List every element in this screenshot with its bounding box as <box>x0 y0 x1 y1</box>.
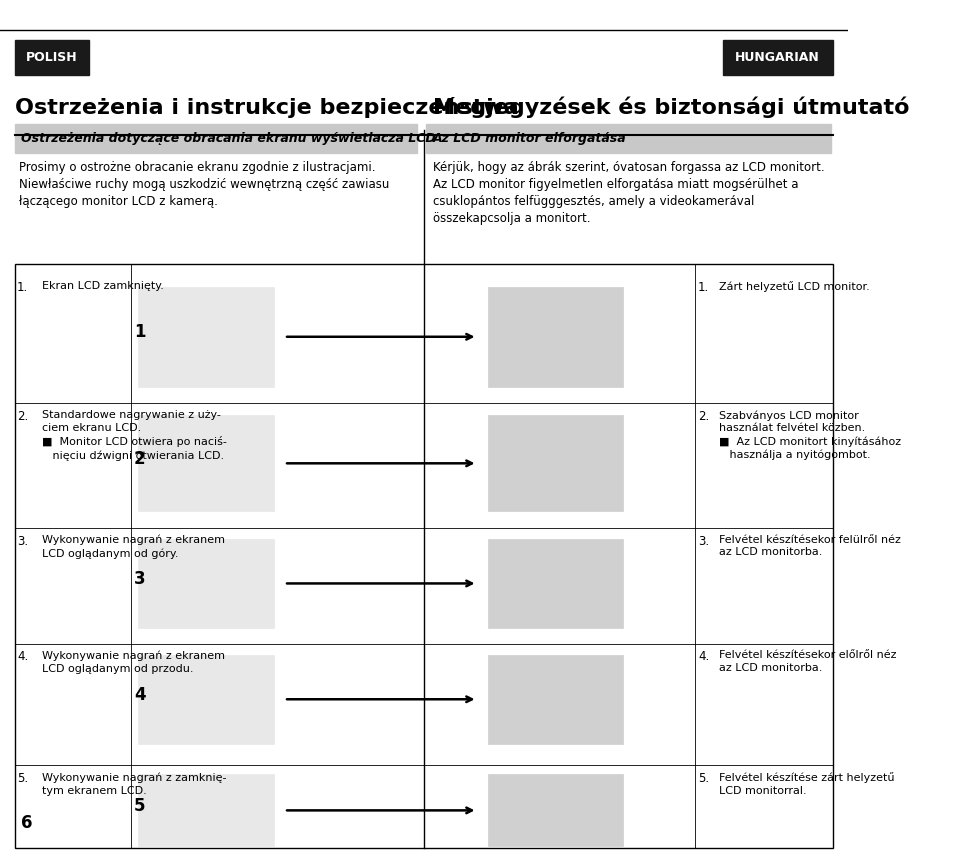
Bar <box>488 774 623 846</box>
Bar <box>15 264 832 848</box>
Text: Ekran LCD zamknięty.: Ekran LCD zamknięty. <box>42 281 164 292</box>
Text: 5: 5 <box>134 797 146 815</box>
Bar <box>723 40 832 75</box>
Text: POLISH: POLISH <box>26 51 78 64</box>
Bar <box>138 539 274 628</box>
Bar <box>425 124 831 153</box>
Bar <box>138 774 274 846</box>
Text: 2.: 2. <box>698 410 709 423</box>
Bar <box>138 415 274 511</box>
Text: 5.: 5. <box>17 772 28 785</box>
Text: Wykonywanie nagrań z ekranem
LCD oglądanym od przodu.: Wykonywanie nagrań z ekranem LCD oglądan… <box>42 650 226 674</box>
Bar <box>488 415 623 511</box>
Text: Wykonywanie nagrań z zamknię-
tym ekranem LCD.: Wykonywanie nagrań z zamknię- tym ekrane… <box>42 772 227 795</box>
Text: Prosimy o ostrożne obracanie ekranu zgodnie z ilustracjami.
Niewłaściwe ruchy mo: Prosimy o ostrożne obracanie ekranu zgod… <box>18 161 389 208</box>
Text: Zárt helyzetű LCD monitor.: Zárt helyzetű LCD monitor. <box>719 281 870 293</box>
Text: 5.: 5. <box>698 772 709 785</box>
Text: 6: 6 <box>21 814 33 832</box>
Text: Wykonywanie nagrań z ekranem
LCD oglądanym od góry.: Wykonywanie nagrań z ekranem LCD oglądan… <box>42 535 226 559</box>
Text: 3.: 3. <box>17 535 28 547</box>
Text: 1: 1 <box>134 323 146 341</box>
Bar <box>15 40 89 75</box>
Text: Ostrzeżenia dotyczące obracania ekranu wyświetlacza LCD: Ostrzeżenia dotyczące obracania ekranu w… <box>21 131 436 145</box>
Text: 3.: 3. <box>698 535 709 547</box>
Text: 1.: 1. <box>698 281 709 294</box>
Bar <box>488 655 623 744</box>
Text: 2: 2 <box>134 450 146 468</box>
Text: 4: 4 <box>134 686 146 704</box>
Bar <box>488 287 623 386</box>
Text: Megjegyzések és biztonsági útmutató: Megjegyzések és biztonsági útmutató <box>433 97 909 118</box>
Text: 3: 3 <box>134 571 146 588</box>
Text: Felvétel készítésekor felülről néz
az LCD monitorba.: Felvétel készítésekor felülről néz az LC… <box>719 535 901 558</box>
Text: Felvétel készítése zárt helyzetű
LCD monitorral.: Felvétel készítése zárt helyzetű LCD mon… <box>719 772 895 796</box>
Text: Az LCD monitor elforgatása: Az LCD monitor elforgatása <box>433 131 626 145</box>
Text: Kérjük, hogy az ábrák szerint, óvatosan forgassa az LCD monitort.
Az LCD monitor: Kérjük, hogy az ábrák szerint, óvatosan … <box>433 161 824 226</box>
Text: Felvétel készítésekor előlről néz
az LCD monitorba.: Felvétel készítésekor előlről néz az LCD… <box>719 650 897 674</box>
Text: Standardowe nagrywanie z uży-
ciem ekranu LCD.
■  Monitor LCD otwiera po naciś-
: Standardowe nagrywanie z uży- ciem ekran… <box>42 410 228 461</box>
Text: 4.: 4. <box>698 650 709 663</box>
Text: HUNGARIAN: HUNGARIAN <box>735 51 820 64</box>
Text: 1.: 1. <box>17 281 28 294</box>
Bar <box>138 287 274 386</box>
Text: Szabványos LCD monitor
használat felvétel közben.
■  Az LCD monitort kinyításáho: Szabványos LCD monitor használat felvéte… <box>719 410 901 461</box>
Text: 2.: 2. <box>17 410 28 423</box>
Bar <box>15 124 418 153</box>
Text: 4.: 4. <box>17 650 28 663</box>
Text: Ostrzeżenia i instrukcje bezpieczeństwa: Ostrzeżenia i instrukcje bezpieczeństwa <box>15 97 519 118</box>
Bar <box>138 655 274 744</box>
Bar <box>488 539 623 628</box>
